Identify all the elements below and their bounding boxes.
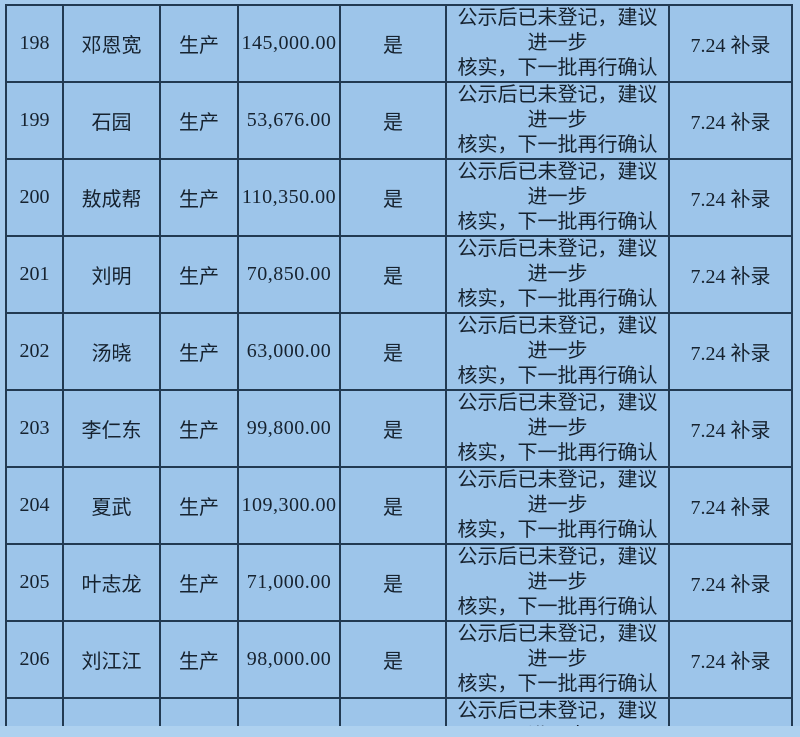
table-row: 198 邓恩宽 生产 145,000.00 是 公示后已未登记，建议进一步 核实… bbox=[5, 4, 793, 83]
cell-remark: 7.24 补录 bbox=[668, 235, 793, 314]
note-line-2: 核实，下一批再行确认 bbox=[457, 134, 658, 156]
cell-department: 生产 bbox=[159, 389, 239, 468]
cell-confirmed: 是 bbox=[339, 543, 447, 622]
note-line-2: 核实，下一批再行确认 bbox=[457, 57, 658, 79]
cell-note: 公示后已未登记，建议进一步 核实，下一批再行确认 bbox=[445, 4, 670, 83]
cell-remark: 7.24 补录 bbox=[668, 4, 793, 83]
cell-remark: 7.24 补录 bbox=[668, 158, 793, 237]
cell-department: 生产 bbox=[159, 158, 239, 237]
note-line-1: 公示后已未登记，建议进一步 bbox=[457, 84, 658, 131]
cell-name: 敖成帮 bbox=[62, 158, 161, 237]
cell-serial: 202 bbox=[5, 312, 64, 391]
cell-serial: 200 bbox=[5, 158, 64, 237]
cell-amount: 98,000.00 bbox=[237, 620, 341, 699]
cell-name: 汤晓 bbox=[62, 312, 161, 391]
cell-note: 公示后已未登记，建议进一步 核实，下一批再行确认 bbox=[445, 466, 670, 545]
cell-remark: 7.24 补录 bbox=[668, 312, 793, 391]
cell-department: 生产 bbox=[159, 543, 239, 622]
cell-remark: 7.24 补录 bbox=[668, 389, 793, 468]
table-row: 205 叶志龙 生产 71,000.00 是 公示后已未登记，建议进一步 核实，… bbox=[5, 543, 793, 622]
cell-department: 生产 bbox=[159, 620, 239, 699]
note-line-2: 核实，下一批再行确认 bbox=[457, 365, 658, 387]
cell-confirmed: 是 bbox=[339, 235, 447, 314]
note-line-1: 公示后已未登记，建议进一步 bbox=[457, 623, 658, 670]
cell-note: 公示后已未登记，建议进一步 核实，下一批再行确认 bbox=[445, 312, 670, 391]
cell-amount: 99,800.00 bbox=[237, 389, 341, 468]
cell-note: 公示后已未登记，建议进一步 核实，下一批再行确认 bbox=[445, 389, 670, 468]
cell-serial: 206 bbox=[5, 620, 64, 699]
cell-amount: 53,676.00 bbox=[237, 81, 341, 160]
note-line-1: 公示后已未登记，建议进一步 bbox=[457, 238, 658, 285]
cell-remark: 7.24 补录 bbox=[668, 543, 793, 622]
cell-name: 刘江江 bbox=[62, 620, 161, 699]
cell-serial: 204 bbox=[5, 466, 64, 545]
table-row: 199 石园 生产 53,676.00 是 公示后已未登记，建议进一步 核实，下… bbox=[5, 81, 793, 160]
cell-name: 刘明 bbox=[62, 235, 161, 314]
cell-confirmed: 是 bbox=[339, 389, 447, 468]
note-line-1: 公示后已未登记，建议进一步 bbox=[457, 315, 658, 362]
cell-serial: 203 bbox=[5, 389, 64, 468]
note-line-1: 公示后已未登记，建议进一步 bbox=[457, 392, 658, 439]
table-row: 204 夏武 生产 109,300.00 是 公示后已未登记，建议进一步 核实，… bbox=[5, 466, 793, 545]
note-line-2: 核实，下一批再行确认 bbox=[457, 442, 658, 464]
cell-department: 生产 bbox=[159, 466, 239, 545]
cell-amount: 145,000.00 bbox=[237, 4, 341, 83]
cell-department: 生产 bbox=[159, 312, 239, 391]
cell-confirmed: 是 bbox=[339, 466, 447, 545]
cell-name: 夏武 bbox=[62, 466, 161, 545]
cell-note: 公示后已未登记，建议进一步 核实，下一批再行确认 bbox=[445, 235, 670, 314]
cell-name: 叶志龙 bbox=[62, 543, 161, 622]
cell-department: 生产 bbox=[159, 4, 239, 83]
cell-confirmed: 是 bbox=[339, 620, 447, 699]
cell-amount: 70,850.00 bbox=[237, 235, 341, 314]
table-row: 200 敖成帮 生产 110,350.00 是 公示后已未登记，建议进一步 核实… bbox=[5, 158, 793, 237]
note-line-1: 公示后已未登记，建议进一步 bbox=[457, 7, 658, 54]
cell-confirmed: 是 bbox=[339, 81, 447, 160]
table-row: 206 刘江江 生产 98,000.00 是 公示后已未登记，建议进一步 核实，… bbox=[5, 620, 793, 699]
cell-remark: 7.24 补录 bbox=[668, 466, 793, 545]
cell-name: 石园 bbox=[62, 81, 161, 160]
cell-amount: 109,300.00 bbox=[237, 466, 341, 545]
table-row: 201 刘明 生产 70,850.00 是 公示后已未登记，建议进一步 核实，下… bbox=[5, 235, 793, 314]
cell-amount: 63,000.00 bbox=[237, 312, 341, 391]
note-line-1: 公示后已未登记，建议进一步 bbox=[457, 161, 658, 208]
cell-department: 生产 bbox=[159, 235, 239, 314]
cell-serial: 207 bbox=[5, 697, 64, 737]
note-line-2: 核实，下一批再行确认 bbox=[457, 673, 658, 695]
cell-serial: 201 bbox=[5, 235, 64, 314]
bottom-strip bbox=[0, 726, 800, 737]
cell-serial: 198 bbox=[5, 4, 64, 83]
roster-table-body: 198 邓恩宽 生产 145,000.00 是 公示后已未登记，建议进一步 核实… bbox=[5, 4, 793, 737]
cell-amount: 71,000.00 bbox=[237, 543, 341, 622]
note-line-2: 核实，下一批再行确认 bbox=[457, 288, 658, 310]
table-row: 203 李仁东 生产 99,800.00 是 公示后已未登记，建议进一步 核实，… bbox=[5, 389, 793, 468]
roster-table: 198 邓恩宽 生产 145,000.00 是 公示后已未登记，建议进一步 核实… bbox=[5, 4, 793, 737]
cell-remark: 7.24 补录 bbox=[668, 620, 793, 699]
cell-confirmed: 是 bbox=[339, 158, 447, 237]
cell-amount: 110,350.00 bbox=[237, 158, 341, 237]
cell-serial: 205 bbox=[5, 543, 64, 622]
note-line-1: 公示后已未登记，建议进一步 bbox=[457, 469, 658, 516]
note-line-2: 核实，下一批再行确认 bbox=[457, 519, 658, 541]
cell-confirmed: 是 bbox=[339, 4, 447, 83]
table-row: 202 汤晓 生产 63,000.00 是 公示后已未登记，建议进一步 核实，下… bbox=[5, 312, 793, 391]
note-line-1: 公示后已未登记，建议进一步 bbox=[457, 546, 658, 593]
note-line-2: 核实，下一批再行确认 bbox=[457, 211, 658, 233]
cell-name: 李仁东 bbox=[62, 389, 161, 468]
cell-note: 公示后已未登记，建议进一步 核实，下一批再行确认 bbox=[445, 158, 670, 237]
cell-note: 公示后已未登记，建议进一步 核实，下一批再行确认 bbox=[445, 81, 670, 160]
note-line-2: 核实，下一批再行确认 bbox=[457, 596, 658, 618]
cell-remark: 7.24 补录 bbox=[668, 81, 793, 160]
cell-department: 生产 bbox=[159, 81, 239, 160]
cell-serial: 199 bbox=[5, 81, 64, 160]
cell-name: 邓恩宽 bbox=[62, 4, 161, 83]
cell-note: 公示后已未登记，建议进一步 核实，下一批再行确认 bbox=[445, 543, 670, 622]
cell-note: 公示后已未登记，建议进一步 核实，下一批再行确认 bbox=[445, 620, 670, 699]
cell-confirmed: 是 bbox=[339, 312, 447, 391]
